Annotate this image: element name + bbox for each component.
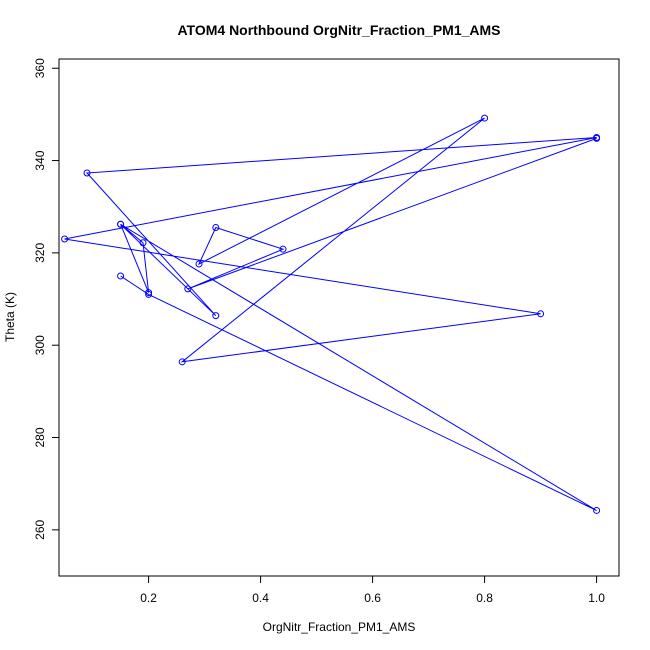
data-point (279, 245, 287, 253)
y-tick-label: 300 (33, 335, 47, 355)
data-point (145, 289, 153, 297)
data-point (117, 272, 125, 280)
chart-title: ATOM4 Northbound OrgNitr_Fraction_PM1_AM… (177, 22, 500, 38)
data-point (212, 312, 220, 320)
y-axis-label: Theta (K) (3, 292, 17, 342)
y-tick-label: 360 (33, 58, 47, 78)
x-tick-label: 0.8 (476, 591, 493, 605)
data-point (593, 134, 601, 142)
y-tick-label: 260 (33, 520, 47, 540)
data-point (117, 220, 125, 228)
plot-frame (58, 58, 620, 577)
y-tick-label: 340 (33, 150, 47, 170)
data-point (537, 310, 545, 318)
data-point (145, 290, 153, 298)
x-tick-label: 0.2 (140, 591, 157, 605)
y-axis: 260 280 300 320 340 360 (33, 58, 59, 540)
data-point (195, 260, 203, 268)
data-point (184, 285, 192, 293)
x-axis-label: OrgNitr_Fraction_PM1_AMS (263, 620, 416, 634)
x-tick-label: 1.0 (588, 591, 605, 605)
x-tick-label: 0.4 (252, 591, 269, 605)
data-point (139, 239, 147, 247)
data-point (83, 169, 91, 177)
y-tick-label: 280 (33, 427, 47, 447)
x-tick-label: 0.6 (364, 591, 381, 605)
data-point (481, 114, 489, 122)
data-point (593, 506, 601, 514)
series-line (64, 117, 597, 511)
data-point (212, 223, 220, 231)
data-point (178, 358, 186, 366)
x-axis: 0.2 0.4 0.6 0.8 1.0 (140, 576, 605, 605)
data-point (61, 235, 69, 243)
data-points (61, 114, 601, 514)
y-tick-label: 320 (33, 243, 47, 263)
